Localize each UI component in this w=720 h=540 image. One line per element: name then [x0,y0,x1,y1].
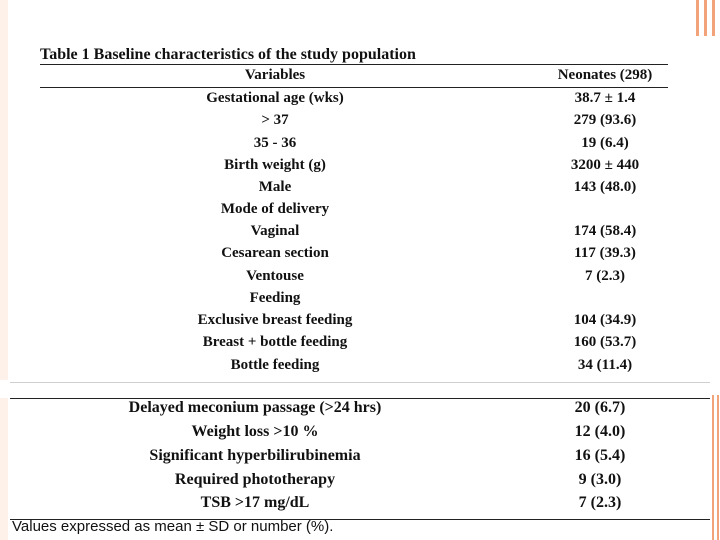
row-value: 16 (5.4) [520,447,680,465]
row-value: 20 (6.7) [520,399,680,417]
row-value: 143 (48.0) [530,179,680,196]
slide-edge-left-top [0,0,8,380]
row-variable: Feeding [130,290,420,307]
row-variable: Required phototherapy [90,471,420,489]
row-variable: Significant hyperbilirubinemia [90,447,420,465]
row-value: 279 (93.6) [530,112,680,129]
table-title: Table 1 Baseline characteristics of the … [40,46,416,64]
row-variable: TSB >17 mg/dL [90,494,420,512]
row-value: 104 (34.9) [530,312,680,329]
row-variable: 35 - 36 [130,135,420,152]
table-rule-top [40,64,668,65]
row-variable: Vaginal [130,223,420,240]
row-variable: Gestational age (wks) [130,90,420,107]
row-variable: Ventouse [130,268,420,285]
row-variable: Delayed meconium passage (>24 hrs) [90,399,420,417]
row-value: 7 (2.3) [530,268,680,285]
row-variable: Cesarean section [130,245,420,262]
table-rule-separator-light [10,382,710,383]
row-variable: Birth weight (g) [130,157,420,174]
row-variable: > 37 [130,112,420,129]
row-value: 38.7 ± 1.4 [530,90,680,107]
row-value: 3200 ± 440 [530,157,680,174]
row-variable: Breast + bottle feeding [130,334,420,351]
row-value: 117 (39.3) [530,245,680,262]
row-variable: Weight loss >10 % [90,423,420,441]
row-variable: Mode of delivery [130,201,420,218]
row-variable: Male [130,179,420,196]
column-header-neonates: Neonates (298) [540,67,670,84]
row-value: 160 (53.7) [530,334,680,351]
row-variable: Bottle feeding [130,357,420,374]
table-rule-header [40,87,668,88]
row-variable: Exclusive breast feeding [130,312,420,329]
row-value: 7 (2.3) [520,494,680,512]
column-header-variables: Variables [180,67,370,84]
row-value: 9 (3.0) [520,471,680,489]
table-footnote: Values expressed as mean ± SD or number … [12,518,333,535]
row-value: 12 (4.0) [520,423,680,441]
row-value: 19 (6.4) [530,135,680,152]
row-value: 174 (58.4) [530,223,680,240]
slide-edge-left-bottom [0,398,8,540]
slide-edge-right-bottom [710,395,720,540]
row-value: 34 (11.4) [530,357,680,374]
slide-edge-right-top [692,0,720,36]
